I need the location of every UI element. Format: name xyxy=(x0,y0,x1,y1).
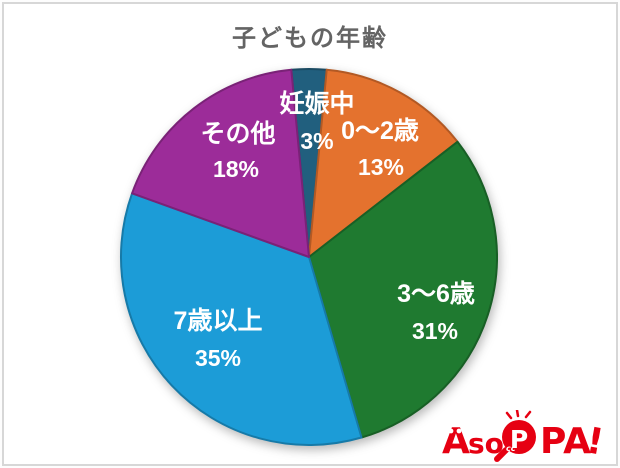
pie-slice-label: 0〜2歳 xyxy=(341,117,419,145)
pie-slice-pct: 3% xyxy=(300,128,333,154)
pie-slice-label: 3〜6歳 xyxy=(397,280,475,308)
magnifier-circle-icon xyxy=(502,420,536,454)
logo-letter-a: A xyxy=(442,421,470,462)
logo-letters-pa: PA xyxy=(540,421,591,462)
pie-slice-label: その他 xyxy=(200,120,275,148)
pie-slice-label: 7歳以上 xyxy=(174,307,263,335)
pie-slice-pct: 18% xyxy=(213,156,259,182)
pie-slice-pct: 13% xyxy=(358,154,404,180)
logo-cc-mark: cc xyxy=(506,444,516,453)
logo-eye-left-icon xyxy=(448,428,454,434)
magnifier-handle-icon xyxy=(494,447,509,462)
logo-eye-right-icon xyxy=(456,428,462,434)
pie-slice-label: 妊娠中 xyxy=(279,90,354,118)
pie-slice-18 xyxy=(131,68,310,258)
pie-slice-pct: 35% xyxy=(195,345,241,371)
pie-slice-13 xyxy=(308,68,459,258)
logo-exclamation: ! xyxy=(583,420,606,462)
pie-slice-31 xyxy=(308,140,498,439)
pie-slice-pct: 31% xyxy=(412,318,458,344)
page-title: 子どもの年齢 xyxy=(232,25,388,52)
logo-letter-p-magnifier: P xyxy=(510,425,528,454)
pie-slice-35 xyxy=(119,192,363,446)
asoppa-logo: A so P cc PA ! xyxy=(442,410,607,462)
sparkle-icon xyxy=(505,410,532,420)
